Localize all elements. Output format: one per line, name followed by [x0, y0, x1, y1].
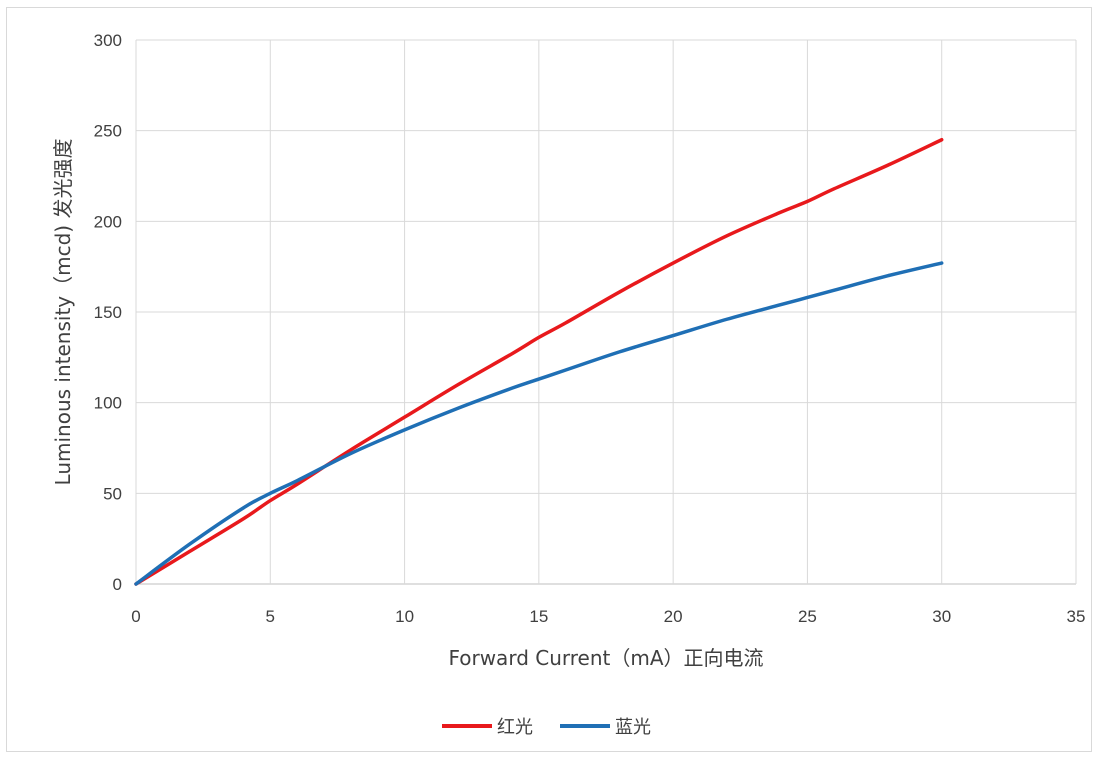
legend-label-series-1: 蓝光	[615, 717, 651, 738]
y-tick-label: 250	[94, 122, 122, 141]
y-tick-label: 150	[94, 303, 122, 322]
x-tick-label: 5	[266, 607, 275, 626]
x-tick-label: 30	[932, 607, 951, 626]
y-tick-label: 300	[94, 31, 122, 50]
legend: 红光 蓝光	[442, 717, 651, 738]
y-tick-label: 0	[113, 575, 122, 594]
series-lines	[134, 137, 944, 586]
y-tick-label: 100	[94, 394, 122, 413]
x-tick-label: 15	[529, 607, 548, 626]
x-tick-label: 0	[131, 607, 140, 626]
x-tick-label: 35	[1067, 607, 1086, 626]
y-tick-label: 200	[94, 212, 122, 231]
series-line-0	[134, 137, 944, 586]
y-tick-labels: 0 50 100 150 200 250 300	[94, 31, 122, 594]
x-tick-labels: 0 5 10 15 20 25 30 35	[131, 607, 1085, 626]
x-tick-label: 20	[664, 607, 683, 626]
y-axis-title: Luminous intensity（mcd) 发光强度	[51, 139, 75, 486]
series-line-1	[134, 261, 944, 586]
gridlines	[135, 39, 1077, 585]
y-tick-label: 50	[103, 484, 122, 503]
x-tick-label: 10	[395, 607, 414, 626]
x-axis-title: Forward Current（mA）正向电流	[448, 646, 763, 670]
legend-label-series-0: 红光	[497, 717, 533, 738]
x-tick-label: 25	[798, 607, 817, 626]
